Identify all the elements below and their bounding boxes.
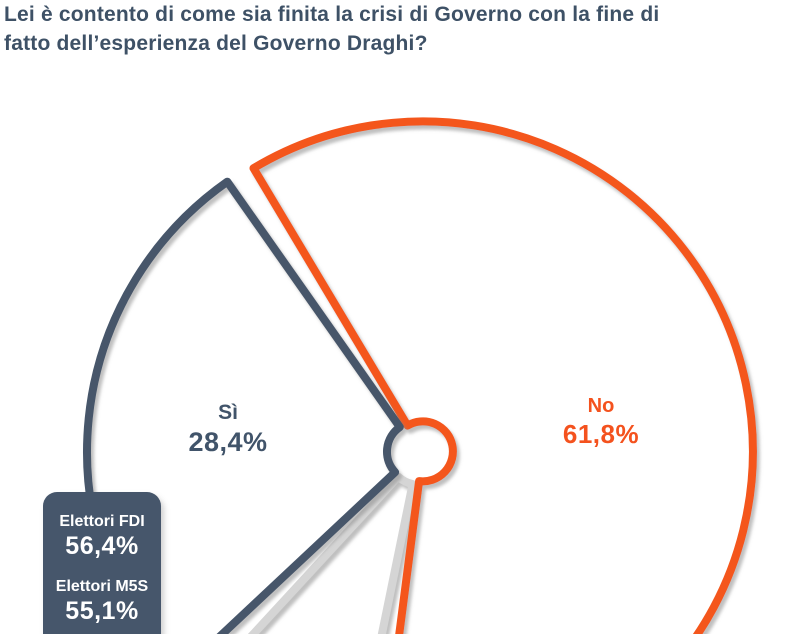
no-slice-value: 61,8% [562, 419, 640, 449]
title-line-1: Lei è contento di come sia finita la cri… [4, 3, 660, 26]
slice-label-si: Sì 28,4% [158, 400, 298, 458]
slice-label-no: No 61,8% [536, 394, 666, 450]
si-slice-name: Sì [218, 401, 238, 424]
title-line-2: fatto dell’esperienza del Governo Draghi… [4, 32, 428, 55]
no-slice-name: No [587, 395, 615, 417]
callout-entry-m5s: Elettori M5S 55,1% [43, 577, 161, 625]
callout-fdi-label: Elettori FDI [59, 513, 145, 530]
callout-fdi-value: 56,4% [65, 532, 139, 560]
callout-m5s-label: Elettori M5S [55, 578, 149, 595]
callout-m5s-value: 55,1% [65, 597, 139, 625]
si-slice-value: 28,4% [188, 427, 268, 457]
callout-entry-fdi: Elettori FDI 56,4% [43, 512, 161, 560]
pie-slice-other [247, 472, 417, 634]
page-title: Lei è contento di come sia finita la cri… [4, 0, 784, 58]
electorate-callout: Elettori FDI 56,4% Elettori M5S 55,1% [43, 492, 161, 634]
pie-slice-no [249, 117, 757, 634]
